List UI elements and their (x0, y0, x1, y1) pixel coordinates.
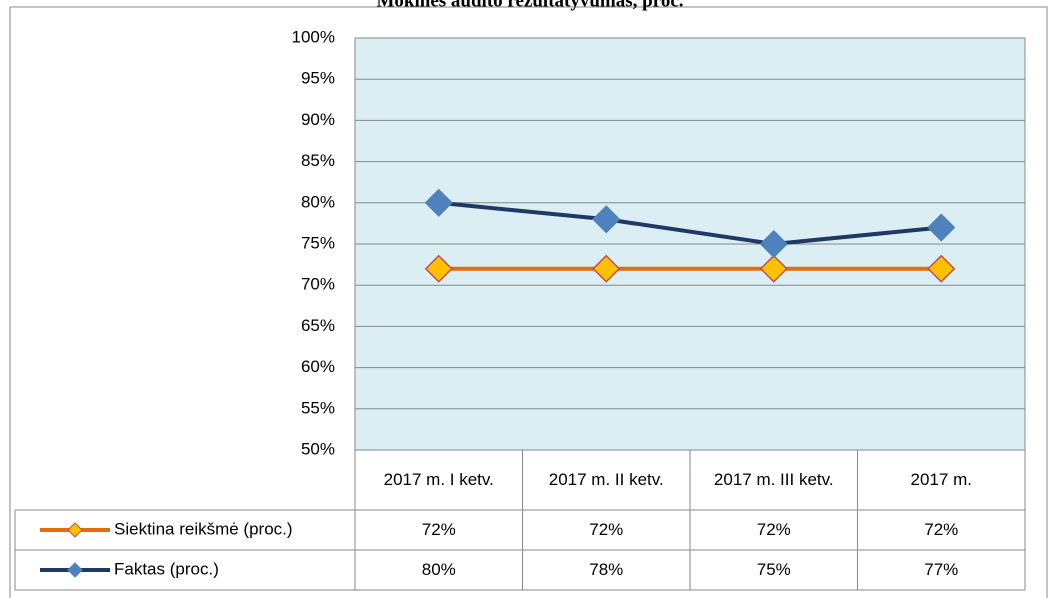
chart-title: Mokinės audito rezultatyvumas, proc. (377, 0, 684, 11)
point-marker (927, 213, 956, 242)
y-tick-label: 80% (301, 192, 335, 211)
y-tick-label: 95% (301, 69, 335, 88)
point-marker (424, 254, 453, 283)
point-marker (592, 205, 621, 234)
data-table-value-box: 80% (421, 560, 456, 579)
data-table-value: 72% (924, 520, 959, 539)
point-marker (927, 254, 956, 283)
x-tick-label-box: 2017 m. (910, 470, 972, 489)
data-table-value-box: 77% (924, 560, 959, 579)
data-table-value: 72% (756, 520, 791, 539)
legend-marker (67, 522, 83, 538)
data-table-value-box: 72% (589, 520, 624, 539)
x-tick-label-box: 2017 m. III ketv. (713, 470, 834, 489)
data-table-value: 72% (589, 520, 624, 539)
y-tick-label: 50% (301, 439, 335, 458)
point-marker (424, 188, 453, 217)
x-tick-label: 2017 m. (910, 470, 972, 489)
y-tick-label: 85% (301, 151, 335, 170)
data-table-value: 72% (421, 520, 456, 539)
y-tick-label: 75% (301, 233, 335, 252)
data-table-value: 75% (756, 560, 791, 579)
y-tick-label: 55% (301, 398, 335, 417)
point-marker (759, 254, 788, 283)
x-tick-label: 2017 m. III ketv. (713, 470, 834, 489)
data-table-value-box: 78% (589, 560, 624, 579)
x-tick-label: 2017 m. II ketv. (548, 470, 664, 489)
x-tick-label: 2017 m. I ketv. (383, 470, 494, 489)
data-table-value: 78% (589, 560, 624, 579)
y-tick-label: 90% (301, 110, 335, 129)
point-marker (592, 254, 621, 283)
legend-marker (67, 562, 83, 578)
data-table-value: 80% (421, 560, 456, 579)
y-tick-label: 60% (301, 357, 335, 376)
y-tick-label: 70% (301, 275, 335, 294)
y-tick-label: 65% (301, 316, 335, 335)
data-table-value: 77% (924, 560, 959, 579)
data-table-value-box: 72% (924, 520, 959, 539)
x-tick-label-box: 2017 m. I ketv. (383, 470, 494, 489)
y-tick-label: 100% (292, 27, 335, 46)
series-line (438, 200, 942, 247)
legend-label: Faktas (proc.) (114, 559, 219, 578)
data-table-value-box: 72% (756, 520, 791, 539)
data-table-value-box: 72% (421, 520, 456, 539)
x-tick-label-box: 2017 m. II ketv. (548, 470, 664, 489)
data-table-value-box: 75% (756, 560, 791, 579)
legend-label: Siektina reikšmė (proc.) (114, 519, 293, 538)
point-marker (759, 229, 788, 259)
